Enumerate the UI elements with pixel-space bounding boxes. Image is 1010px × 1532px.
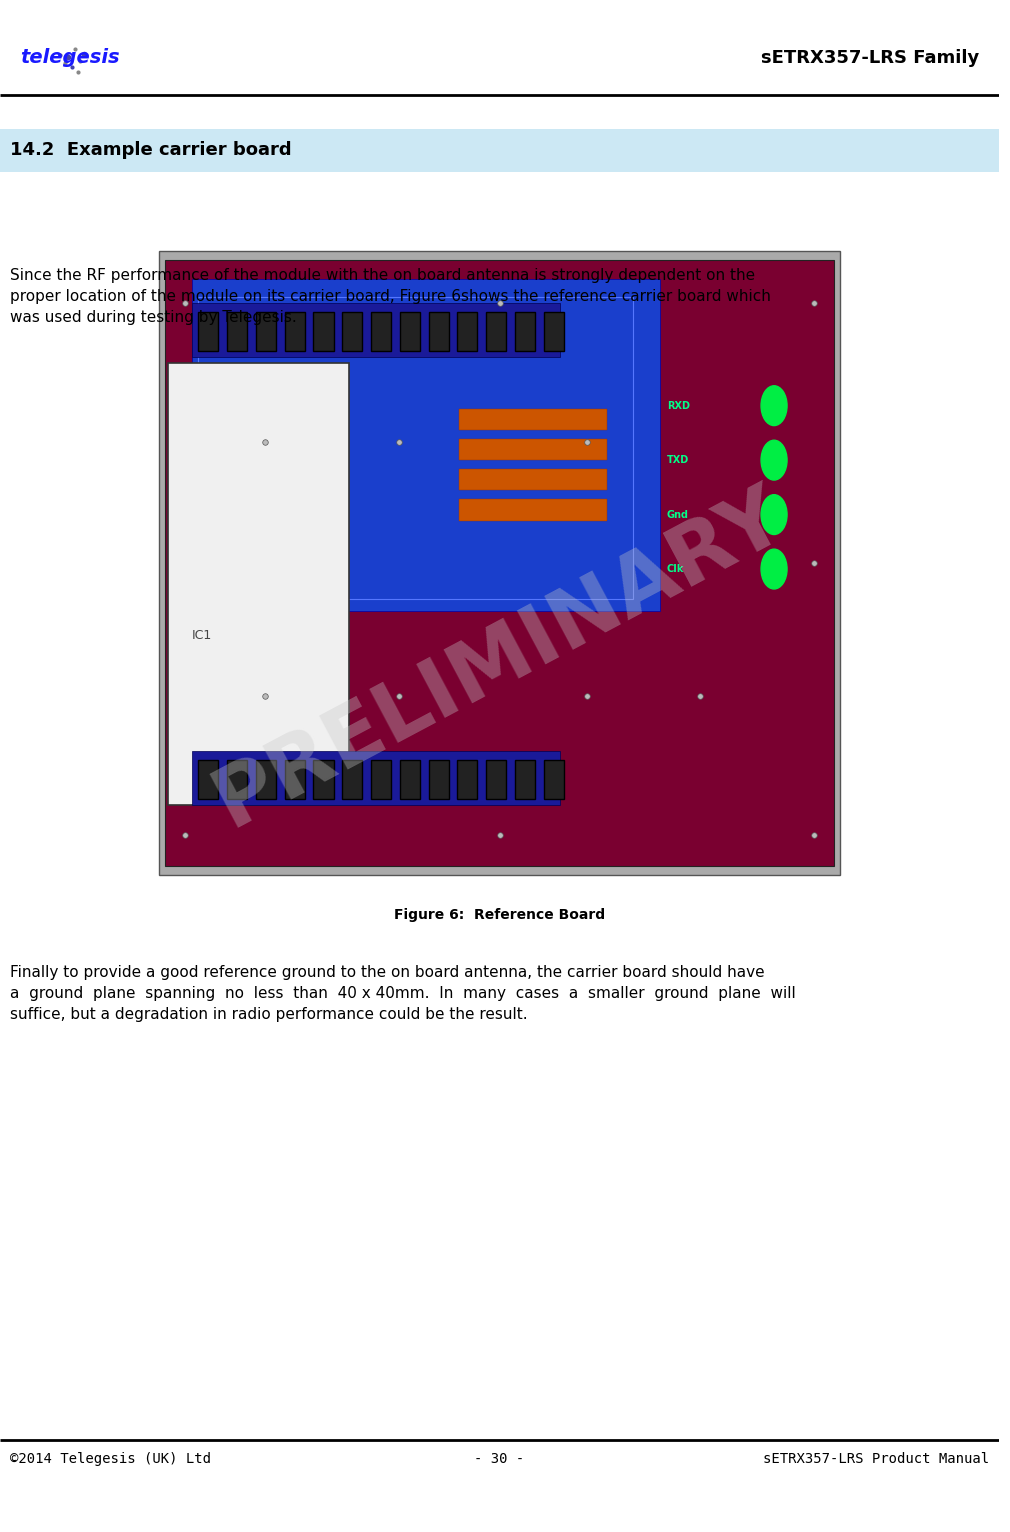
FancyBboxPatch shape [285,313,305,351]
FancyBboxPatch shape [515,313,535,351]
Text: sETRX357-LRS Family: sETRX357-LRS Family [761,49,979,67]
Text: TXD: TXD [667,455,689,466]
FancyBboxPatch shape [313,760,333,800]
FancyBboxPatch shape [198,760,218,800]
Text: 14.2  Example carrier board: 14.2 Example carrier board [10,141,292,159]
FancyBboxPatch shape [460,440,607,460]
FancyBboxPatch shape [460,499,607,521]
FancyBboxPatch shape [313,313,333,351]
FancyBboxPatch shape [400,313,420,351]
Circle shape [762,548,787,588]
FancyBboxPatch shape [515,760,535,800]
FancyBboxPatch shape [428,313,448,351]
FancyBboxPatch shape [486,313,506,351]
FancyBboxPatch shape [169,363,349,806]
Circle shape [762,440,787,480]
Text: Clk: Clk [667,564,685,574]
FancyBboxPatch shape [198,313,218,351]
Text: - 30 -: - 30 - [475,1452,525,1466]
Circle shape [762,386,787,426]
FancyBboxPatch shape [460,409,607,430]
Text: telegesis: telegesis [20,49,119,67]
FancyBboxPatch shape [165,260,834,866]
FancyBboxPatch shape [256,313,276,351]
FancyBboxPatch shape [256,760,276,800]
FancyBboxPatch shape [285,760,305,800]
FancyBboxPatch shape [342,760,363,800]
FancyBboxPatch shape [192,303,560,357]
Text: PRELIMINARY: PRELIMINARY [201,473,799,844]
FancyBboxPatch shape [342,313,363,351]
FancyBboxPatch shape [458,313,478,351]
Text: IC1: IC1 [192,630,212,642]
Text: Figure 6:  Reference Board: Figure 6: Reference Board [394,908,605,922]
Circle shape [762,495,787,535]
FancyBboxPatch shape [428,760,448,800]
Text: RXD: RXD [667,401,690,411]
FancyBboxPatch shape [371,760,391,800]
FancyBboxPatch shape [460,469,607,490]
FancyBboxPatch shape [543,760,564,800]
FancyBboxPatch shape [458,760,478,800]
FancyBboxPatch shape [371,313,391,351]
Text: Gnd: Gnd [667,510,689,519]
FancyBboxPatch shape [227,760,247,800]
Text: Since the RF performance of the module with the on board antenna is strongly dep: Since the RF performance of the module w… [10,268,771,325]
FancyBboxPatch shape [159,251,840,875]
FancyBboxPatch shape [227,313,247,351]
FancyBboxPatch shape [543,313,564,351]
Text: Finally to provide a good reference ground to the on board antenna, the carrier : Finally to provide a good reference grou… [10,965,796,1022]
FancyBboxPatch shape [0,129,999,172]
Text: ©2014 Telegesis (UK) Ltd: ©2014 Telegesis (UK) Ltd [10,1452,211,1466]
FancyBboxPatch shape [192,279,661,611]
FancyBboxPatch shape [400,760,420,800]
FancyBboxPatch shape [486,760,506,800]
Text: sETRX357-LRS Product Manual: sETRX357-LRS Product Manual [764,1452,989,1466]
FancyBboxPatch shape [192,751,560,806]
